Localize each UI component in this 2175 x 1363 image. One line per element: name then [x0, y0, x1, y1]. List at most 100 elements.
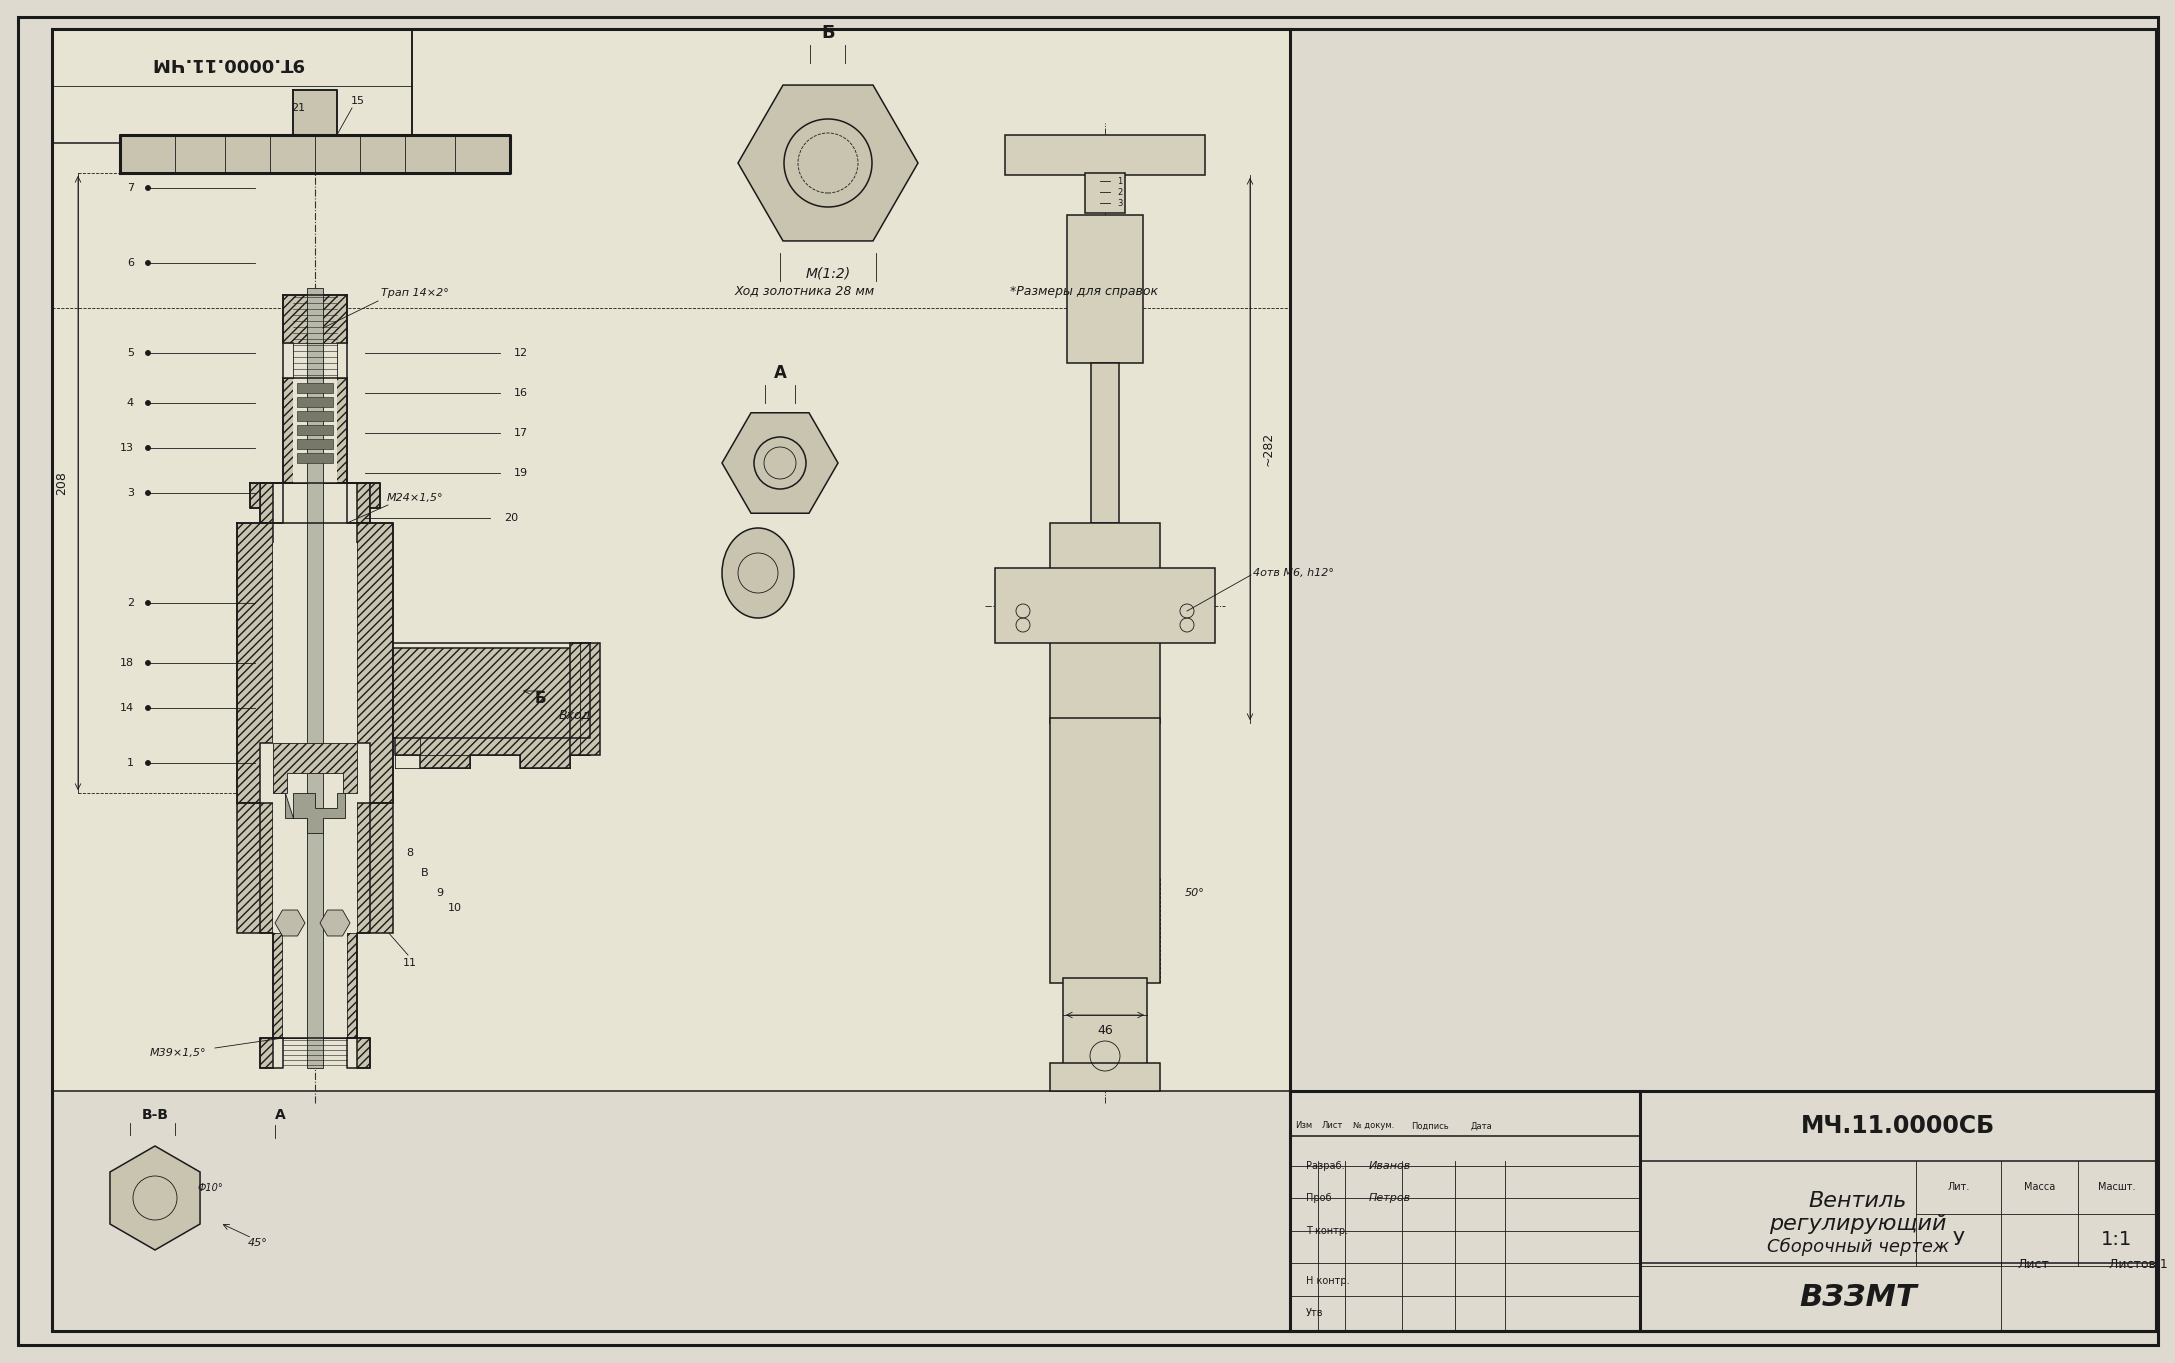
Text: 14: 14: [120, 703, 135, 713]
Bar: [298, 439, 333, 448]
Polygon shape: [261, 1039, 370, 1069]
Bar: [1068, 215, 1144, 363]
Text: A: A: [274, 1108, 285, 1122]
Text: Утв: Утв: [1305, 1308, 1325, 1318]
Text: ~282: ~282: [1262, 432, 1275, 466]
Text: 8: 8: [407, 848, 413, 857]
Text: 18: 18: [120, 658, 135, 668]
Polygon shape: [348, 934, 357, 1039]
Text: 21: 21: [291, 104, 305, 113]
Text: 20: 20: [505, 512, 518, 523]
Text: 17: 17: [513, 428, 529, 438]
Polygon shape: [120, 90, 509, 173]
Text: 19: 19: [513, 468, 529, 478]
Text: А: А: [774, 364, 787, 382]
Text: 15: 15: [350, 95, 365, 106]
Polygon shape: [737, 85, 918, 241]
Text: ВЗЗМТ: ВЗЗМТ: [1799, 1283, 1916, 1311]
Bar: [1051, 523, 1159, 722]
Bar: [1005, 135, 1205, 174]
Circle shape: [146, 706, 150, 710]
Text: Листов 1: Листов 1: [2110, 1258, 2168, 1272]
Polygon shape: [237, 523, 274, 803]
Polygon shape: [722, 413, 837, 514]
Text: 4отв М6, h12°: 4отв М6, h12°: [1253, 568, 1333, 578]
Text: В-В: В-В: [141, 1108, 167, 1122]
Polygon shape: [283, 294, 348, 378]
Text: Б: Б: [535, 691, 546, 706]
Text: Б: Б: [822, 25, 835, 42]
Text: 10: 10: [448, 904, 461, 913]
Circle shape: [146, 601, 150, 605]
Text: № докум.: № докум.: [1353, 1122, 1394, 1130]
Circle shape: [146, 661, 150, 665]
Polygon shape: [261, 378, 370, 523]
Text: Лит.: Лит.: [1947, 1182, 1971, 1193]
Text: Изм: Изм: [1296, 1122, 1312, 1130]
Text: 1:1: 1:1: [2101, 1231, 2134, 1250]
Text: Проб: Проб: [1305, 1193, 1331, 1204]
Text: 9: 9: [437, 889, 444, 898]
Text: 13: 13: [120, 443, 135, 453]
Polygon shape: [394, 643, 589, 767]
Text: Н контр.: Н контр.: [1305, 1276, 1351, 1287]
Bar: [298, 397, 333, 408]
Polygon shape: [250, 483, 381, 508]
Text: 2: 2: [1118, 188, 1122, 196]
Text: Петров: Петров: [1368, 1193, 1412, 1204]
Bar: [1085, 173, 1124, 213]
Text: Иванов: Иванов: [1368, 1161, 1412, 1171]
Bar: [307, 288, 324, 1069]
Bar: [1064, 979, 1146, 1069]
Text: Ход золотника 28 мм: Ход золотника 28 мм: [735, 285, 874, 297]
Text: Вход: Вход: [559, 709, 592, 721]
Text: У: У: [1953, 1231, 1964, 1250]
Text: Т контр.: Т контр.: [1305, 1225, 1348, 1236]
Text: 6: 6: [126, 258, 135, 269]
Text: Сборочный чертеж: Сборочный чертеж: [1766, 1238, 1949, 1257]
Text: М39×1,5°: М39×1,5°: [150, 1048, 207, 1058]
Text: Трап 14×2°: Трап 14×2°: [381, 288, 448, 298]
Text: Дата: Дата: [1470, 1122, 1492, 1130]
Bar: [294, 373, 337, 483]
Circle shape: [146, 260, 150, 266]
Ellipse shape: [722, 527, 794, 617]
Text: 1: 1: [126, 758, 135, 767]
Bar: [298, 453, 333, 463]
Text: Масса: Масса: [2025, 1182, 2055, 1193]
Circle shape: [146, 761, 150, 766]
Text: *Размеры для справок: *Размеры для справок: [1009, 285, 1157, 297]
Polygon shape: [357, 803, 394, 934]
Bar: [298, 425, 333, 435]
Text: регулирующий: регулирующий: [1768, 1214, 1947, 1234]
Bar: [283, 343, 348, 378]
Text: 11: 11: [402, 958, 418, 968]
Circle shape: [146, 185, 150, 191]
Polygon shape: [274, 910, 305, 936]
Text: В: В: [422, 868, 428, 878]
Text: 1: 1: [1118, 176, 1122, 185]
Polygon shape: [285, 793, 346, 833]
Text: 12: 12: [513, 348, 529, 358]
Text: 2: 2: [126, 598, 135, 608]
Bar: [1051, 718, 1159, 983]
Text: 46: 46: [1096, 1025, 1114, 1037]
Circle shape: [146, 446, 150, 451]
Text: Масшт.: Масшт.: [2099, 1182, 2136, 1193]
Bar: [1092, 363, 1118, 523]
Bar: [1290, 1090, 2155, 1332]
Text: 7: 7: [126, 183, 135, 194]
Text: М24×1,5°: М24×1,5°: [387, 493, 444, 503]
Polygon shape: [274, 934, 283, 1039]
Text: Лист: Лист: [2018, 1258, 2049, 1272]
Text: МЧ.11.0000СБ: МЧ.11.0000СБ: [1801, 1114, 1994, 1138]
Text: 16: 16: [513, 388, 529, 398]
Polygon shape: [237, 803, 274, 934]
Text: 5: 5: [126, 348, 135, 358]
Bar: [274, 542, 357, 934]
Text: Подпись: Подпись: [1412, 1122, 1449, 1130]
Circle shape: [146, 350, 150, 356]
Bar: [52, 31, 1290, 1090]
Circle shape: [146, 401, 150, 406]
Polygon shape: [274, 743, 357, 793]
